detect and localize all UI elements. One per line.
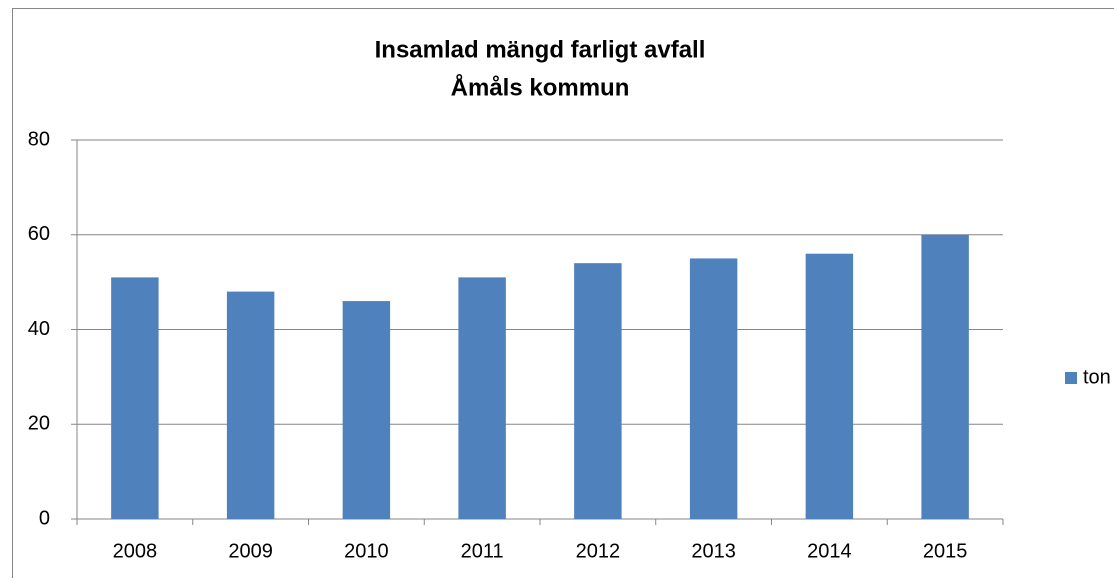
bar	[458, 277, 505, 519]
x-tick-label: 2015	[923, 540, 968, 562]
x-tick-label: 2011	[461, 540, 504, 562]
legend-label: ton	[1083, 366, 1111, 388]
chart-subtitle: Åmåls kommun	[451, 73, 630, 101]
bar	[343, 301, 390, 519]
bar	[921, 235, 968, 519]
x-tick-label: 2013	[691, 540, 736, 562]
bar	[806, 254, 853, 519]
y-tick-label: 0	[39, 507, 50, 529]
y-tick-label: 40	[28, 318, 50, 340]
x-tick-label: 2010	[344, 540, 389, 562]
x-tick-label: 2014	[807, 540, 852, 562]
bar	[227, 292, 274, 519]
y-tick-label: 60	[28, 223, 50, 245]
y-tick-label: 80	[28, 128, 50, 150]
x-tick-label: 2012	[576, 540, 621, 562]
x-tick-label: 2009	[228, 540, 273, 562]
legend-swatch	[1065, 372, 1077, 384]
bar	[574, 263, 621, 519]
chart-title: Insamlad mängd farligt avfall	[375, 36, 706, 63]
y-tick-label: 20	[28, 413, 50, 435]
bar	[111, 277, 158, 519]
bar	[690, 258, 737, 519]
x-tick-label: 2008	[113, 540, 158, 562]
